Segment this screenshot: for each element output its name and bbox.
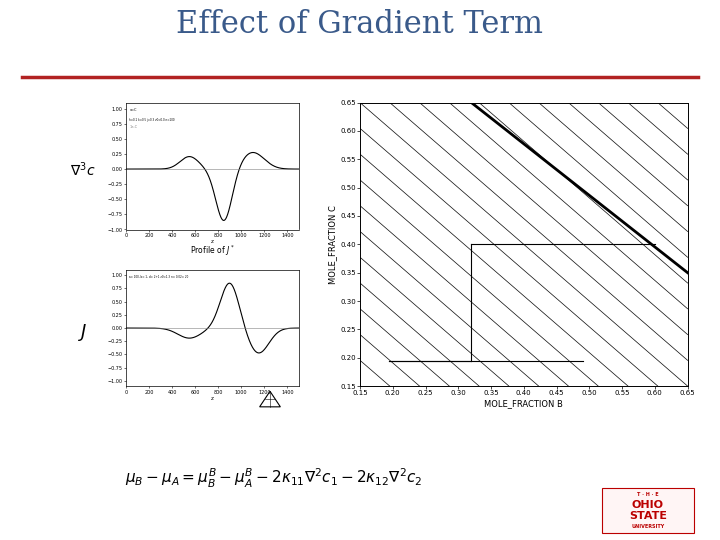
- Text: T · H · E: T · H · E: [637, 492, 659, 497]
- Text: $J$: $J$: [78, 322, 88, 342]
- X-axis label: z: z: [211, 396, 214, 401]
- Text: Effect of Gradient Term: Effect of Gradient Term: [176, 9, 544, 40]
- X-axis label: z: z: [211, 239, 214, 245]
- Text: v=C: v=C: [130, 107, 137, 112]
- FancyBboxPatch shape: [602, 488, 694, 532]
- Text: UNIVERSITY: UNIVERSITY: [631, 524, 665, 529]
- Text: STATE: STATE: [629, 511, 667, 521]
- Text: $\mu_B - \mu_A = \mu_B^B - \mu_A^B - 2\kappa_{11}\nabla^2 c_1 - 2\kappa_{12}\nab: $\mu_B - \mu_A = \mu_B^B - \mu_A^B - 2\k…: [125, 467, 423, 489]
- Text: h=0.1 k=0.5 j=0.3 z0=0.0 n=100: h=0.1 k=0.5 j=0.3 z0=0.0 n=100: [130, 118, 175, 122]
- Text: a= 100, b= 1, d= 2+1 z0=1.3 n= 0.02= 20: a= 100, b= 1, d= 2+1 z0=1.3 n= 0.02= 20: [130, 275, 189, 279]
- Text: 1e-C: 1e-C: [130, 125, 138, 130]
- Text: $\nabla^3 c$: $\nabla^3 c$: [70, 161, 96, 179]
- X-axis label: MOLE_FRACTION B: MOLE_FRACTION B: [485, 399, 563, 408]
- Y-axis label: MOLE_FRACTION C: MOLE_FRACTION C: [328, 205, 337, 284]
- Text: OHIO: OHIO: [632, 501, 664, 510]
- Text: Profile of $J^*$: Profile of $J^*$: [190, 244, 235, 258]
